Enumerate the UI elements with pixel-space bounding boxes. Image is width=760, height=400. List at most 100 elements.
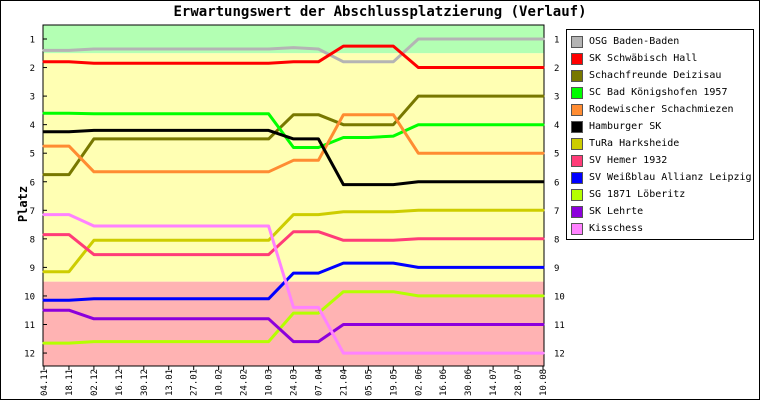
y-tick-label-right: 11 (554, 321, 565, 331)
x-tick-label: 30.06 (464, 369, 474, 396)
y-tick-label-left: 2 (30, 64, 35, 74)
series-line-11 (42, 308, 545, 344)
y-tick-label-right: 1 (554, 36, 559, 46)
legend-label: TuRa Harksheide (589, 138, 680, 149)
x-tick-label: 13.01 (165, 369, 175, 396)
legend-swatch (571, 137, 583, 150)
x-tick-label: 10.08 (539, 369, 549, 396)
x-tick-label: 07.04 (314, 369, 324, 396)
y-tick-label-right: 4 (554, 121, 559, 131)
series-line-7 (42, 208, 545, 274)
y-tick-label-right: 7 (554, 207, 559, 217)
legend-swatch (571, 86, 583, 99)
legend-swatch (571, 103, 583, 116)
legend-label: SV Hemer 1932 (589, 155, 668, 166)
x-tick-label: 10.02 (215, 369, 225, 396)
legend-swatch (571, 154, 583, 167)
legend-item: SV Hemer 1932 (571, 153, 753, 168)
y-tick-label-left: 12 (24, 350, 35, 360)
legend: OSG Baden-Baden SK Schwäbisch Hall Schachf… (566, 29, 754, 240)
x-tick-label: 24.02 (240, 369, 250, 396)
zone-band-2 (43, 53, 544, 282)
y-tick-label-right: 12 (554, 350, 565, 360)
legend-label: Rodewischer Schachmiezen (589, 104, 734, 115)
legend-label: OSG Baden-Baden (589, 36, 680, 47)
y-tick-label-left: 7 (30, 207, 35, 217)
series-line-10 (42, 290, 545, 345)
legend-item: SK Lehrte (571, 204, 753, 219)
y-tick-label-right: 6 (554, 178, 559, 188)
legend-label: SC Bad Königshofen 1957 (589, 87, 728, 98)
y-tick-label-left: 4 (30, 121, 35, 131)
series-line-2 (42, 44, 545, 69)
x-tick-label: 28.07 (514, 369, 524, 396)
legend-item: Hamburger SK (571, 119, 753, 134)
series-line-12 (42, 213, 545, 355)
x-tick-label: 04.11 (40, 369, 50, 396)
legend-swatch (571, 171, 583, 184)
legend-swatch (571, 222, 583, 235)
y-tick-label-right: 10 (554, 292, 565, 302)
x-tick-label: 19.05 (389, 369, 399, 396)
x-tick-label: 05.05 (364, 369, 374, 396)
legend-swatch (571, 205, 583, 218)
legend-item: SK Schwäbisch Hall (571, 51, 753, 66)
series-line-6 (42, 128, 545, 187)
series-line-1 (42, 37, 545, 64)
legend-item: SG 1871 Löberitz (571, 187, 753, 202)
y-tick-label-left: 3 (30, 93, 35, 103)
y-tick-label-left: 5 (30, 150, 35, 160)
legend-swatch (571, 52, 583, 65)
series-line-9 (42, 261, 545, 302)
y-tick-label-left: 1 (30, 36, 35, 46)
series-line-3 (42, 94, 545, 177)
x-tick-label: 27.01 (190, 369, 200, 396)
x-tick-label: 02.06 (414, 369, 424, 396)
x-tick-label: 02.12 (90, 369, 100, 396)
x-tick-label: 16.12 (115, 369, 125, 396)
y-tick-label-right: 2 (554, 64, 559, 74)
y-tick-label-right: 8 (554, 235, 559, 245)
series-line-4 (42, 111, 545, 149)
y-tick-label-right: 9 (554, 264, 559, 274)
x-tick-label: 10.03 (265, 369, 275, 396)
legend-swatch (571, 35, 583, 48)
x-tick-label: 16.06 (439, 369, 449, 396)
x-tick-label: 14.07 (489, 369, 499, 396)
x-tick-label: 21.04 (339, 369, 349, 396)
legend-item: OSG Baden-Baden (571, 34, 753, 49)
legend-label: SK Lehrte (589, 206, 644, 217)
x-tick-label: 30.12 (140, 369, 150, 396)
y-tick-label-left: 11 (24, 321, 35, 331)
y-tick-label-left: 6 (30, 178, 35, 188)
y-tick-label-right: 5 (554, 150, 559, 160)
legend-label: SK Schwäbisch Hall (589, 53, 698, 64)
series-line-8 (42, 230, 545, 257)
series-line-5 (42, 113, 545, 174)
legend-item: SC Bad Königshofen 1957 (571, 85, 753, 100)
y-tick-label-left: 8 (30, 235, 35, 245)
legend-swatch (571, 120, 583, 133)
legend-label: SG 1871 Löberitz (589, 189, 686, 200)
y-tick-label-left: 9 (30, 264, 35, 274)
legend-swatch (571, 188, 583, 201)
y-tick-label-left: 10 (24, 292, 35, 302)
legend-item: Schachfreunde Deizisau (571, 68, 753, 83)
legend-item: SV Weißblau Allianz Leipzig (571, 170, 753, 185)
legend-swatch (571, 69, 583, 82)
chart-title: Erwartungswert der Abschlussplatzierung … (173, 4, 587, 20)
legend-label: Hamburger SK (589, 121, 662, 132)
y-tick-label-right: 3 (554, 93, 559, 103)
legend-label: Kisschess (589, 223, 644, 234)
x-tick-label: 24.03 (290, 369, 300, 396)
legend-item: Kisschess (571, 221, 753, 236)
legend-item: TuRa Harksheide (571, 136, 753, 151)
x-tick-label: 18.11 (65, 369, 75, 396)
series-layer (42, 37, 545, 355)
legend-label: SV Weißblau Allianz Leipzig (589, 172, 752, 183)
legend-label: Schachfreunde Deizisau (589, 70, 722, 81)
legend-item: Rodewischer Schachmiezen (571, 102, 753, 117)
